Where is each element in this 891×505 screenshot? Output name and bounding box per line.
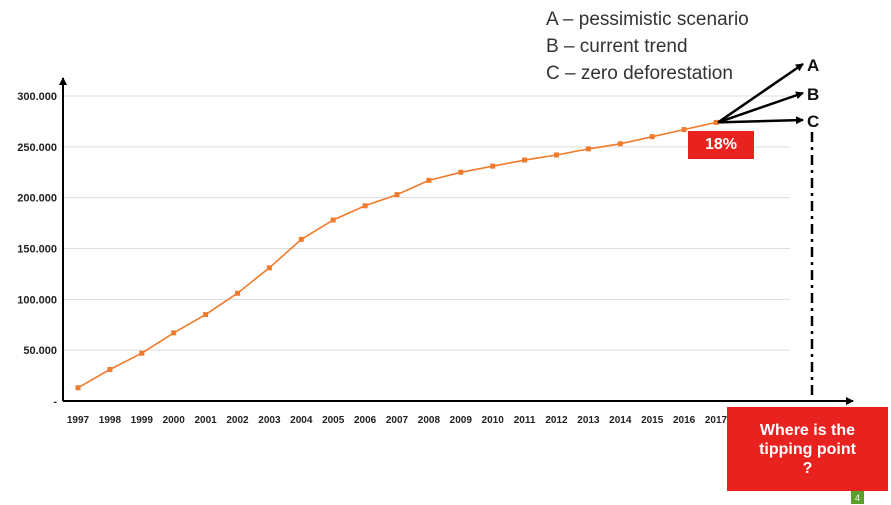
- series-line: [75, 119, 719, 391]
- y-tick-label: -: [53, 396, 57, 408]
- data-point: [458, 169, 464, 175]
- data-point: [75, 385, 81, 391]
- axes: [59, 77, 854, 405]
- data-point: [107, 366, 113, 372]
- tipping-line-3: ?: [802, 459, 813, 477]
- data-point: [554, 152, 559, 158]
- x-tick-label: 2004: [290, 415, 313, 426]
- y-tick-label: 200.000: [17, 193, 57, 205]
- x-tick-label: 2011: [514, 415, 536, 426]
- x-tick-label: 2002: [226, 415, 249, 426]
- data-point: [171, 330, 177, 336]
- data-point: [426, 177, 432, 183]
- x-tick-label: 2017: [705, 415, 728, 426]
- tipping-line-2: tipping point: [759, 440, 856, 458]
- data-point: [330, 217, 336, 223]
- data-point: [394, 192, 400, 198]
- data-point: [266, 265, 272, 271]
- data-point: [617, 141, 623, 147]
- data-point: [235, 290, 240, 296]
- x-tick-label: 1998: [99, 415, 122, 426]
- x-tick-label: 2012: [545, 415, 568, 426]
- data-point: [490, 163, 496, 169]
- data-point: [203, 312, 209, 318]
- y-tick-label: 100.000: [17, 294, 57, 306]
- x-tick-label: 2005: [322, 415, 345, 426]
- gridlines: [63, 95, 790, 351]
- x-tick-label: 2000: [163, 415, 186, 426]
- x-tick-label: 1999: [131, 415, 154, 426]
- x-tick-label: 2016: [673, 415, 696, 426]
- data-point: [649, 134, 655, 140]
- scenario-arrows: ABC: [717, 56, 819, 131]
- series-path: [77, 121, 717, 389]
- x-tick-label: 1997: [67, 415, 90, 426]
- x-tick-label: 2001: [194, 415, 217, 426]
- y-tick-label: 150.000: [17, 244, 57, 256]
- data-point: [713, 119, 719, 125]
- x-tick-label: 2007: [386, 415, 409, 426]
- x-tick-label: 2006: [354, 415, 377, 426]
- scenario-arrow: [717, 91, 804, 124]
- data-point: [298, 236, 304, 242]
- scenario-arrow: [717, 116, 804, 125]
- tipping-line-1: Where is the: [759, 421, 856, 439]
- x-tick-label: 2009: [450, 415, 473, 426]
- y-tick-label: 250.000: [17, 142, 57, 154]
- data-point: [681, 127, 687, 133]
- slide-number: 4: [851, 491, 864, 504]
- scenario-letter: C: [807, 112, 819, 131]
- x-tick-label: 2010: [482, 415, 505, 426]
- x-tick-label: 2003: [258, 415, 281, 426]
- y-axis-ticks: - 50.000 100.000 150.000 200.000 250.000 300.0…: [17, 91, 57, 408]
- legend-b: B – current trend: [546, 36, 688, 57]
- tipping-point-box: Where is the tipping point ?: [727, 407, 888, 491]
- x-axis-ticks: 1997 1998 1999 2000 2001 2002 2003 2004 2005 2006…: [67, 415, 728, 426]
- y-tick-label: 50.000: [23, 345, 57, 357]
- legend-c: C – zero deforestation: [546, 63, 733, 84]
- data-point: [139, 350, 145, 356]
- x-tick-label: 2015: [641, 415, 664, 426]
- data-point: [362, 203, 368, 209]
- y-tick-label: 300.000: [17, 91, 57, 103]
- scenario-arrow: [717, 62, 804, 124]
- x-tick-label: 2014: [609, 415, 632, 426]
- x-tick-label: 2008: [418, 415, 441, 426]
- data-point: [522, 157, 528, 163]
- data-point: [585, 146, 591, 152]
- percent-badge: 18%: [688, 131, 754, 159]
- scenario-letter: B: [807, 85, 819, 104]
- legend-a: A – pessimistic scenario: [546, 9, 749, 30]
- scenario-letter: A: [807, 56, 819, 75]
- x-tick-label: 2013: [577, 415, 600, 426]
